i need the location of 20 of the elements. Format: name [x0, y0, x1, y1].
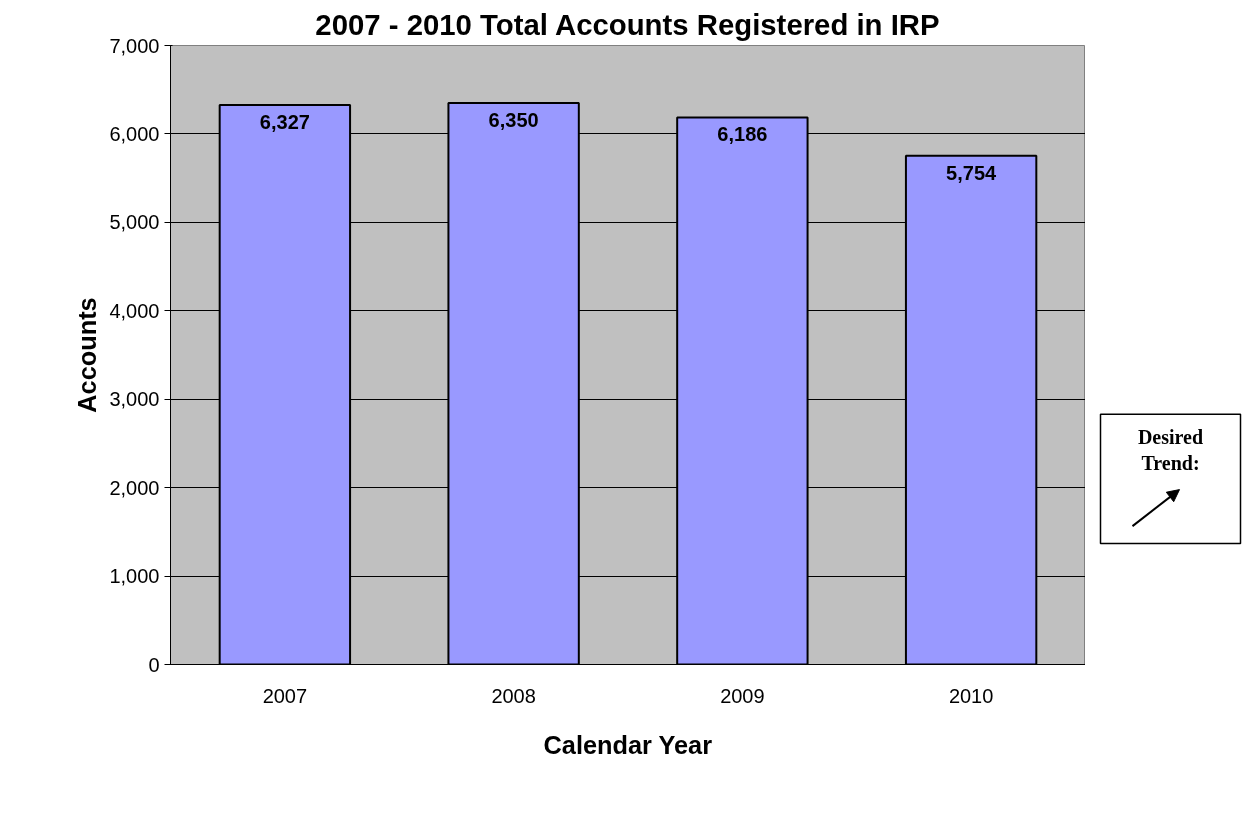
x-tick-label: 2007 — [262, 684, 308, 707]
text: Desired Trend: — [1137, 425, 1204, 475]
y-tick-label: 5,000 — [109, 211, 160, 234]
y-tick-label: 6,000 — [109, 122, 160, 145]
y-tick-label: 3,000 — [109, 388, 160, 411]
x-tick-label: 2010 — [948, 684, 994, 707]
x-axis-title: Calendar Year — [543, 730, 713, 759]
chart-title: 2007 - 2010 Total Accounts Registered in IRP — [315, 7, 940, 41]
data-label: 5,754 — [946, 161, 998, 184]
y-tick-label: 1,000 — [109, 565, 160, 588]
x-tick-label: 2008 — [491, 684, 536, 707]
y-tick-label: 2,000 — [109, 476, 160, 499]
data-label: 6,186 — [717, 123, 768, 146]
y-tick-label: 0 — [148, 653, 160, 676]
y-tick-label: 4,000 — [109, 299, 160, 322]
y-tick-label: 7,000 — [109, 34, 160, 57]
data-label: 6,350 — [488, 108, 539, 131]
y-axis-title: Accounts — [73, 297, 102, 413]
data-label: 6,327 — [259, 111, 310, 134]
x-tick-label: 2009 — [720, 684, 765, 707]
